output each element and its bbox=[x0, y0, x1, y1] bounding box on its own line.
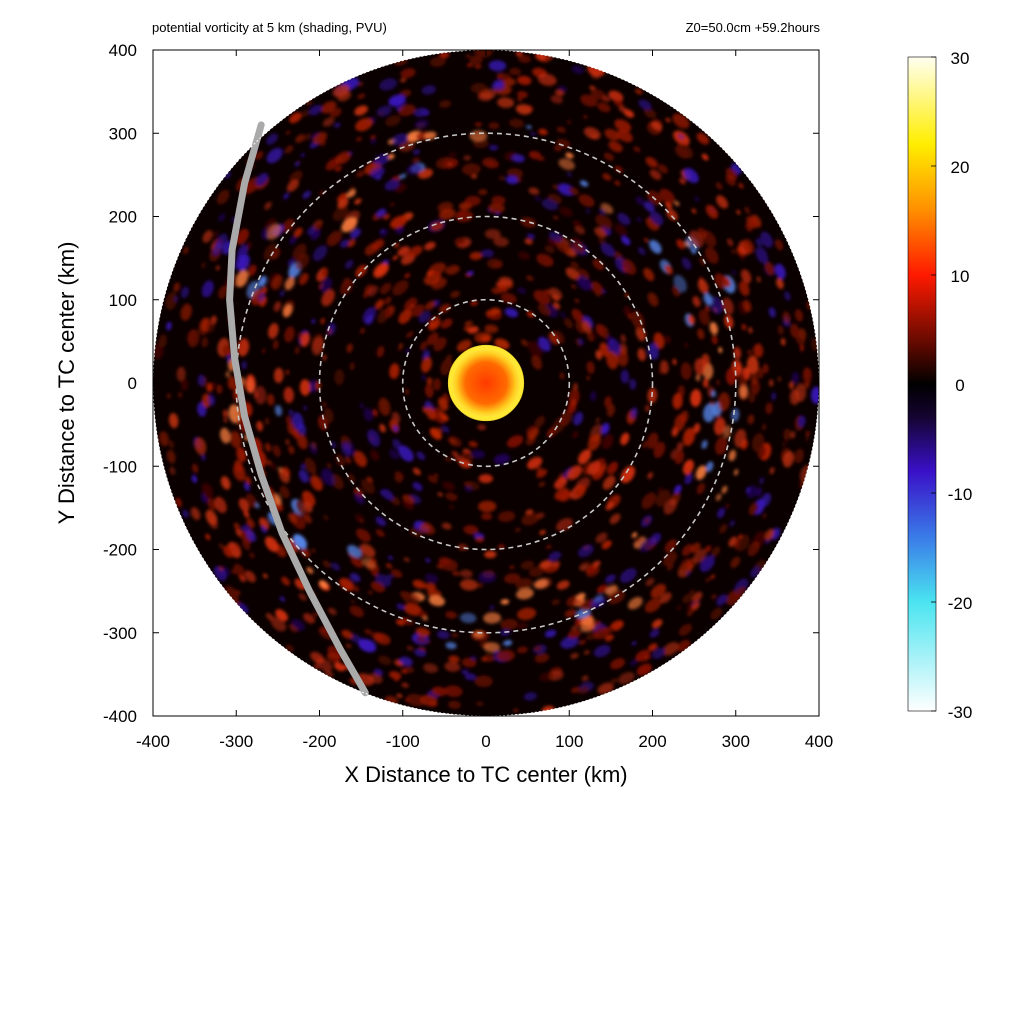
x-tick-label: 300 bbox=[722, 732, 750, 751]
y-tick-label: 300 bbox=[109, 124, 137, 143]
colorbar-tick-label: -10 bbox=[948, 485, 973, 504]
x-tick-label: -200 bbox=[302, 732, 336, 751]
range-ring bbox=[401, 298, 571, 468]
x-axis-title: X Distance to TC center (km) bbox=[344, 762, 627, 787]
y-tick-label: 0 bbox=[128, 374, 137, 393]
chart-title: potential vorticity at 5 km (shading, PV… bbox=[152, 20, 387, 35]
colorbar-ticks: 30 20 10 0 -10 -20 -30 bbox=[931, 49, 972, 722]
y-axis: -400 -300 -200 -100 0 100 200 300 400 bbox=[103, 41, 819, 726]
inner-core bbox=[448, 345, 524, 421]
y-tick-label: 400 bbox=[109, 41, 137, 60]
plot-area bbox=[152, 49, 820, 717]
y-tick-label: 200 bbox=[109, 208, 137, 227]
colorbar: 30 20 10 0 -10 -20 -30 bbox=[907, 49, 972, 722]
y-tick-label: 100 bbox=[109, 291, 137, 310]
y-tick-label: -200 bbox=[103, 541, 137, 560]
x-tick-label: -100 bbox=[386, 732, 420, 751]
x-tick-label: -300 bbox=[219, 732, 253, 751]
x-tick-label: 100 bbox=[555, 732, 583, 751]
chart-subtitle: Z0=50.0cm +59.2hours bbox=[686, 20, 821, 35]
y-tick-label: -400 bbox=[103, 707, 137, 726]
eyewall bbox=[447, 344, 525, 422]
y-axis-title: Y Distance to TC center (km) bbox=[54, 242, 79, 525]
y-tick-label: -300 bbox=[103, 624, 137, 643]
y-tick-label: -100 bbox=[103, 457, 137, 476]
colorbar-tick-label: 30 bbox=[951, 49, 970, 68]
x-tick-label: 400 bbox=[805, 732, 833, 751]
x-tick-label: 0 bbox=[481, 732, 490, 751]
x-tick-label: -400 bbox=[136, 732, 170, 751]
range-ring bbox=[318, 215, 654, 551]
pv-field bbox=[153, 50, 819, 715]
pv-texture bbox=[153, 50, 819, 715]
x-tick-label: 200 bbox=[638, 732, 666, 751]
colorbar-tick-label: 10 bbox=[951, 267, 970, 286]
colorbar-tick-label: 20 bbox=[951, 158, 970, 177]
x-axis: -400 -300 -200 -100 0 100 200 300 400 bbox=[136, 50, 833, 751]
colorbar-tick-label: -30 bbox=[948, 703, 973, 722]
storm-track bbox=[226, 121, 369, 697]
colorbar-tick-label: 0 bbox=[955, 376, 964, 395]
colorbar-tick-label: -20 bbox=[948, 594, 973, 613]
